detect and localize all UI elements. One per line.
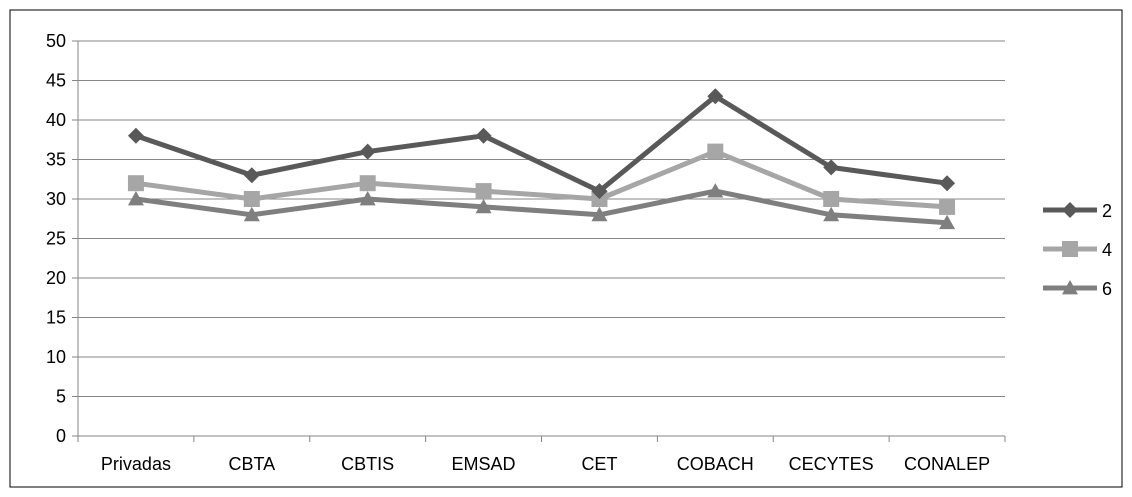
legend-marker [1062,280,1078,295]
y-tick-label: 0 [56,426,66,446]
series-6 [127,183,956,230]
data-point-marker [475,183,492,200]
x-tick-label: CONALEP [904,454,990,474]
y-tick-label: 35 [46,150,66,170]
data-point-marker [823,159,840,176]
series-4 [127,143,956,215]
y-tick-label: 20 [46,268,66,288]
data-point-marker [243,206,260,222]
chart-border [9,9,1123,488]
y-tick-label: 10 [46,347,66,367]
data-point-marker [359,175,376,192]
data-point-marker [707,88,724,105]
legend-label: 4 [1102,240,1112,260]
series-line [133,149,950,210]
x-tick-label: CET [581,454,617,474]
x-tick-label: EMSAD [452,454,516,474]
data-point-marker [127,191,144,206]
data-point-marker [127,175,144,192]
data-point-marker [591,183,608,200]
x-tick-label: CECYTES [789,454,874,474]
series-line [133,93,950,194]
legend-item: 4 [1043,240,1112,260]
data-point-marker [823,206,840,222]
legend-marker [1062,241,1078,257]
data-point-marker [591,206,608,222]
data-point-marker [823,191,840,207]
data-point-marker [939,214,956,230]
axes: 0 5 10 15 20 25 30 35 40 45 50 Privadas CBTA CBTIS EMS… [46,31,1006,474]
x-tick-label: CBTA [228,454,275,474]
data-point-marker [127,127,144,144]
y-tick-label: 30 [46,189,66,209]
data-point-marker [243,191,260,207]
legend-label: 6 [1102,279,1112,299]
y-tick-label: 15 [46,308,66,328]
data-point-marker [475,198,492,214]
y-tick-label: 25 [46,229,66,249]
data-point-marker [707,183,724,198]
legend: 2 4 6 [1043,201,1112,299]
data-point-marker [243,167,260,184]
x-tick-label: CBTIS [341,454,394,474]
series-layer [127,88,956,230]
data-point-marker [359,191,376,206]
x-tick-label: Privadas [101,454,171,474]
data-point-marker [939,175,956,192]
data-point-marker [359,143,376,160]
y-tick-label: 50 [46,31,66,51]
legend-label: 2 [1102,201,1112,221]
gridlines [78,40,1005,397]
data-point-marker [475,127,492,144]
y-tick-label: 5 [56,387,66,407]
series-2 [127,88,956,200]
y-tick-label: 45 [46,71,66,91]
data-point-marker [939,198,956,215]
legend-marker [1062,202,1078,218]
data-point-marker [707,143,724,160]
legend-item: 6 [1043,279,1112,299]
series-line [133,188,950,226]
legend-item: 2 [1043,201,1112,221]
x-tick-label: COBACH [677,454,754,474]
y-tick-label: 40 [46,110,66,130]
